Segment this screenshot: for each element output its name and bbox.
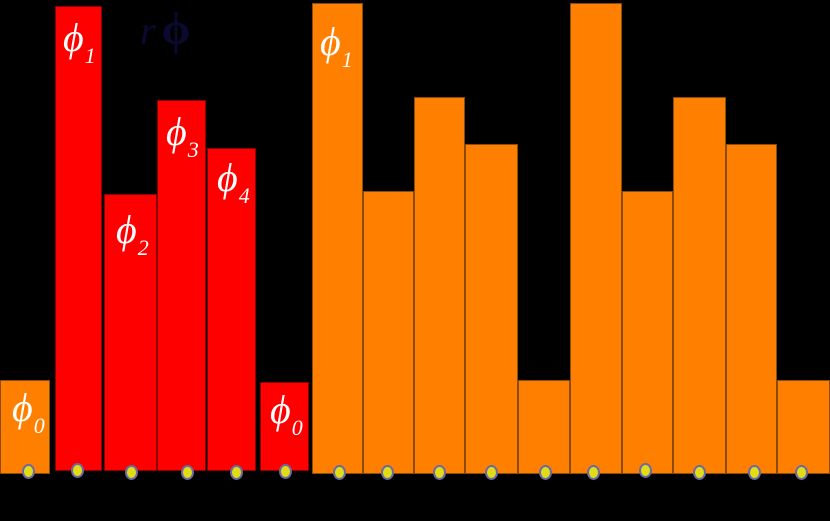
- label-phi0-left: ϕ0: [12, 385, 45, 438]
- sample-dot: [795, 465, 808, 480]
- sample-dot: [230, 465, 243, 480]
- orange-bar-5: [518, 380, 570, 474]
- orange-bar-3: [414, 97, 465, 474]
- orange-bar-phi0: [0, 380, 50, 474]
- label-phi0-red: ϕ0: [270, 387, 303, 440]
- sample-dot: [71, 463, 84, 478]
- sample-dot: [181, 465, 194, 480]
- red-bar-phi2: [104, 194, 157, 471]
- orange-bar-9: [726, 144, 777, 474]
- sample-dot: [748, 465, 761, 480]
- title-phi: ϕ: [161, 3, 191, 54]
- orange-bar-8: [673, 97, 726, 474]
- orange-bar-2: [363, 191, 414, 474]
- red-bar-phi1: [55, 6, 102, 471]
- sample-dot: [381, 465, 394, 480]
- orange-bar-6: [570, 3, 622, 474]
- sample-dot: [333, 465, 346, 480]
- sample-dot: [22, 464, 35, 479]
- sample-dot: [693, 465, 706, 480]
- label-phi1-red: ϕ1: [63, 15, 96, 68]
- sample-dot: [485, 465, 498, 480]
- sample-dot: [433, 465, 446, 480]
- orange-bar-1: [312, 3, 363, 474]
- sample-dot: [125, 465, 138, 480]
- sample-dot: [587, 465, 600, 480]
- orange-bar-4: [465, 144, 518, 474]
- title-r: r: [140, 8, 156, 53]
- red-bar-phi4: [207, 148, 256, 471]
- label-phi3: ϕ3: [166, 109, 199, 162]
- label-phi2: ϕ2: [116, 207, 149, 260]
- sample-dot: [539, 465, 552, 480]
- orange-bar-10: [777, 380, 830, 474]
- label-phi1-orange: ϕ1: [320, 19, 353, 72]
- sample-dot: [279, 464, 292, 479]
- label-phi4: ϕ4: [217, 155, 250, 208]
- orange-bar-7: [622, 191, 673, 474]
- sample-dot: [639, 463, 652, 478]
- red-bar-phi0: [260, 382, 309, 471]
